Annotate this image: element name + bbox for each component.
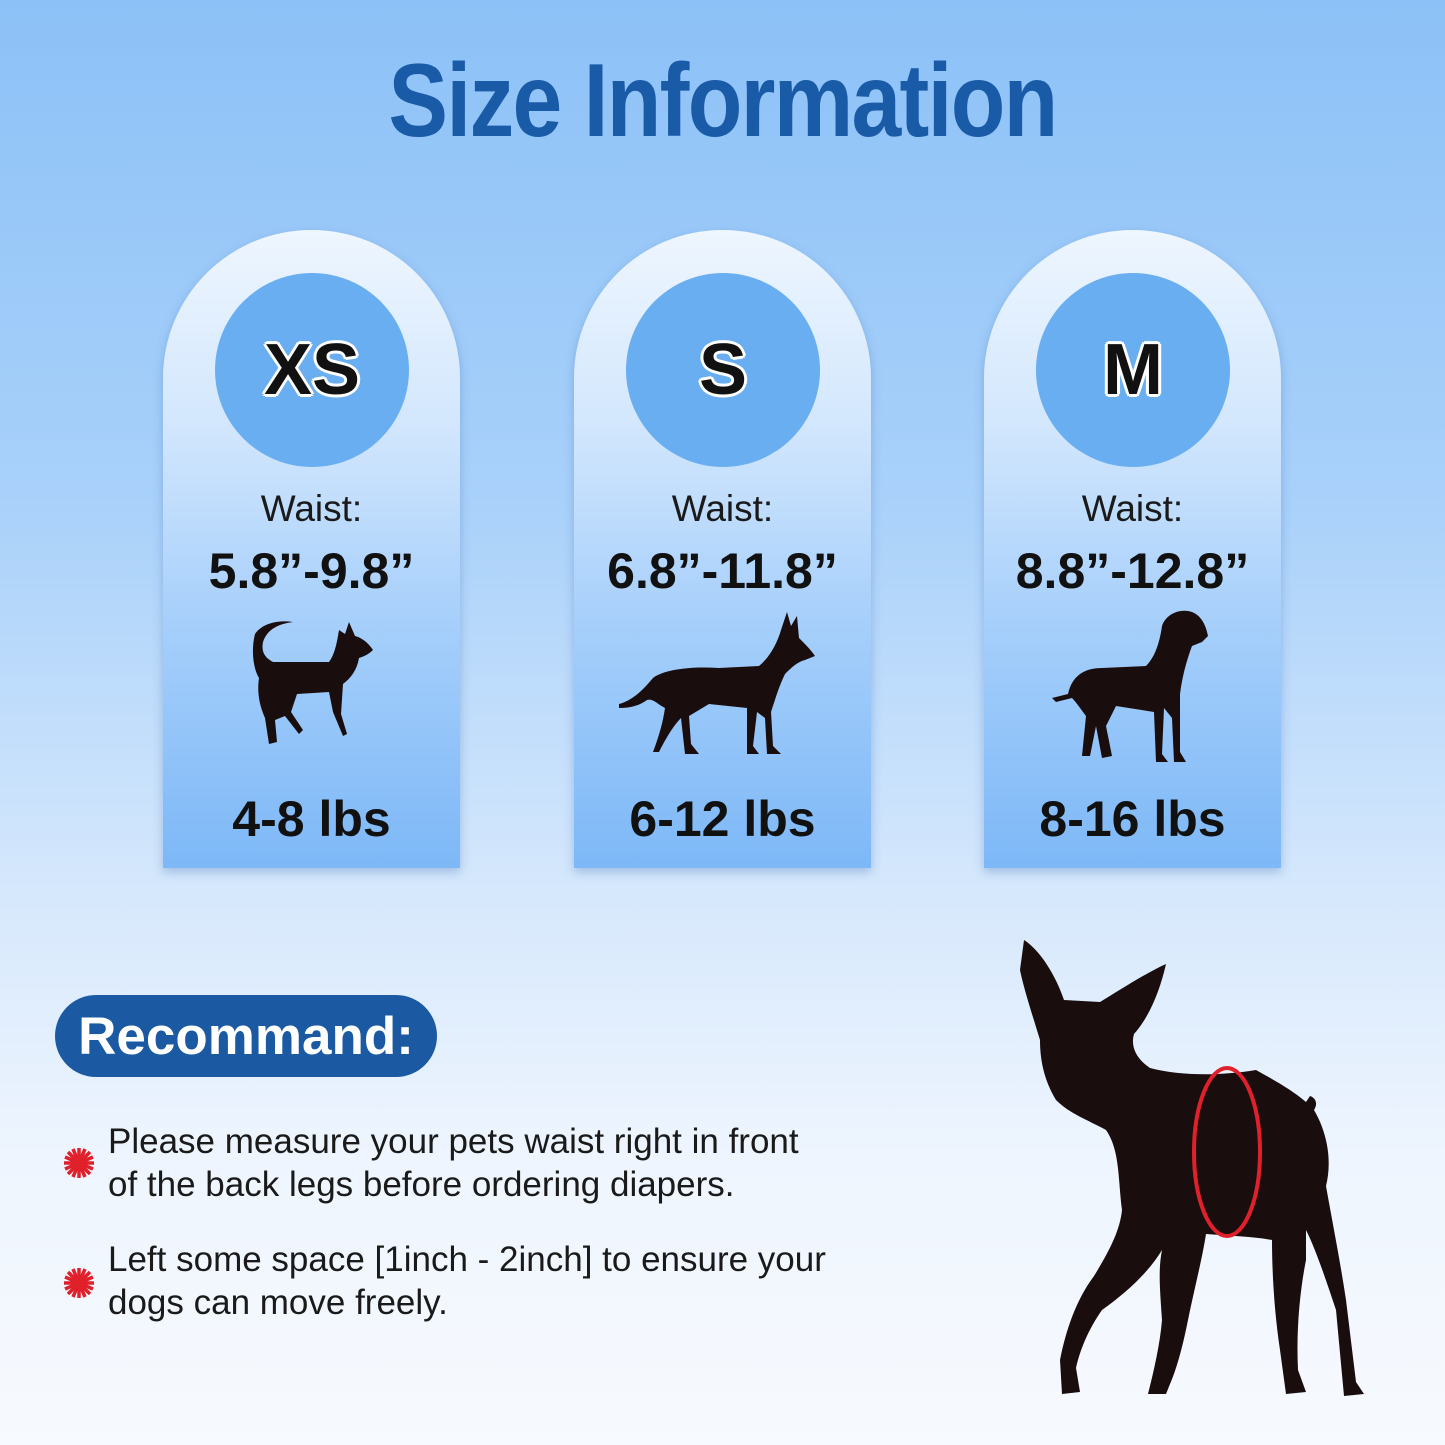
size-card-m: M Waist: 8.8”-12.8” 8-16 lbs xyxy=(984,230,1281,868)
red-burst-bullet-icon xyxy=(64,1148,94,1178)
size-label: S xyxy=(698,330,748,410)
bullet-line: Please measure your pets waist right in … xyxy=(108,1122,799,1161)
weight-range: 4-8 lbs xyxy=(232,791,391,847)
waist-label: Waist: xyxy=(671,488,774,529)
shepherd-silhouette-icon xyxy=(619,612,815,754)
weight-range: 8-16 lbs xyxy=(1039,791,1226,847)
size-card-xs: XS Waist: 5.8”-9.8” 4-8 lbs xyxy=(163,230,460,868)
red-burst-bullet-icon xyxy=(64,1268,94,1298)
waist-label: Waist: xyxy=(260,488,363,529)
size-badge: S xyxy=(626,273,820,467)
size-label: M xyxy=(1103,330,1163,410)
dog-waist-measurement-illustration xyxy=(1020,940,1364,1396)
size-badge: XS xyxy=(215,273,409,467)
page-title: Size Information xyxy=(388,43,1058,159)
waist-range: 6.8”-11.8” xyxy=(607,543,838,599)
size-badge: M xyxy=(1036,273,1230,467)
great-dane-silhouette-icon xyxy=(1052,610,1208,762)
chihuahua-silhouette-icon xyxy=(252,621,373,744)
weight-range: 6-12 lbs xyxy=(629,791,816,847)
waist-label: Waist: xyxy=(1081,488,1184,529)
bullet-line: of the back legs before ordering diapers… xyxy=(108,1165,735,1204)
recommend-heading: Recommand: xyxy=(55,995,437,1077)
bullet-line: dogs can move freely. xyxy=(108,1283,448,1322)
waist-measurement-ring xyxy=(1192,1066,1262,1238)
bullet-line: Left some space [1inch - 2inch] to ensur… xyxy=(108,1240,826,1279)
size-card-s: S Waist: 6.8”-11.8” 6-12 lbs xyxy=(574,230,871,868)
waist-range: 8.8”-12.8” xyxy=(1015,543,1250,599)
waist-range: 5.8”-9.8” xyxy=(208,543,415,599)
miniature-pinscher-silhouette xyxy=(1020,940,1364,1396)
size-label: XS xyxy=(263,330,361,410)
